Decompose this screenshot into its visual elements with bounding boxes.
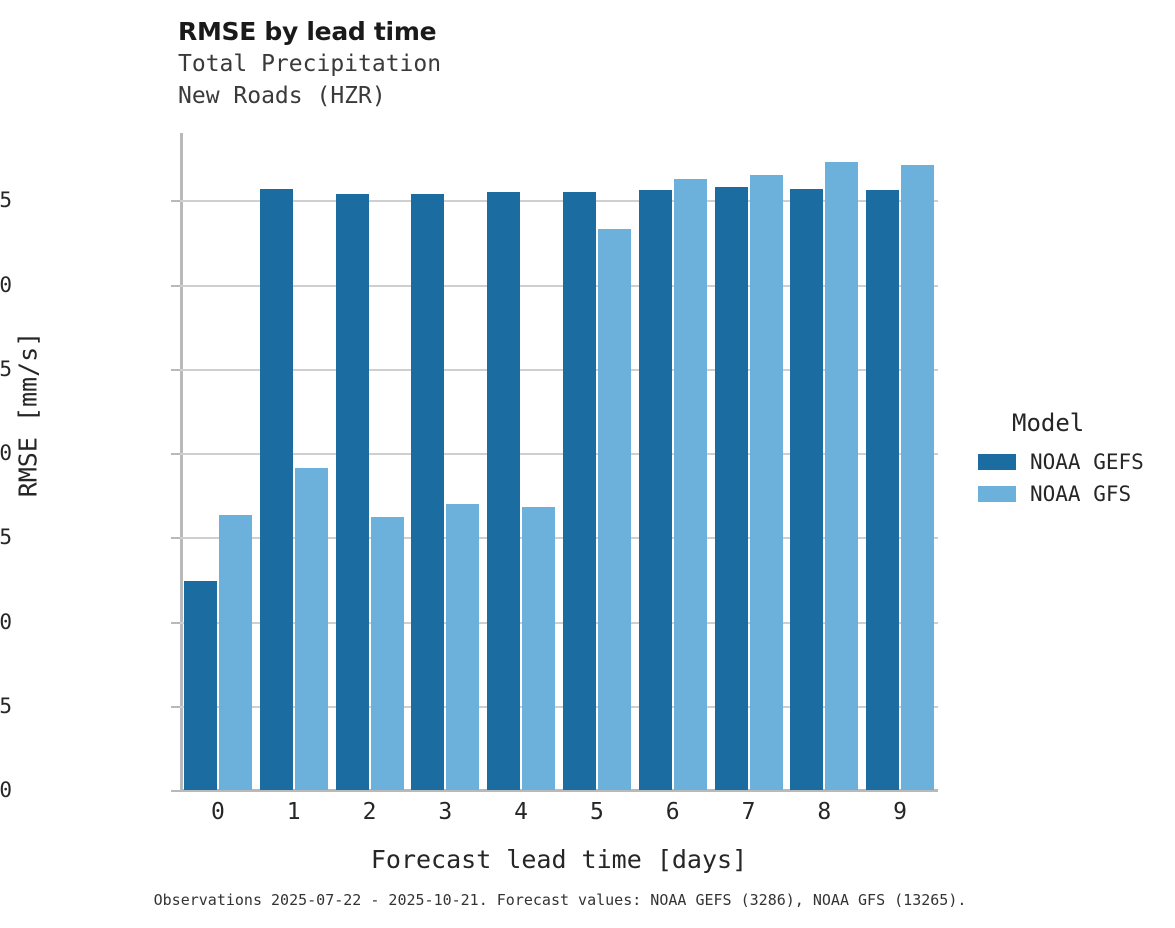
legend-swatch-icon-noaa-gfs <box>978 486 1016 502</box>
legend: Model NOAA GEFS NOAA GFS <box>978 408 1168 510</box>
footnote: Observations 2025-07-22 - 2025-10-21. Fo… <box>153 891 967 909</box>
bar-noaa-gfs-lead-6[interactable] <box>673 178 707 790</box>
gridline <box>180 200 938 203</box>
x-axis-spine <box>180 789 938 792</box>
x-tick-label: 2 <box>362 799 377 825</box>
bar-noaa-gefs-lead-0[interactable] <box>183 581 217 790</box>
y-tick-label: 0.00035 <box>0 188 12 213</box>
x-tick-label: 0 <box>210 799 225 825</box>
gridline <box>180 453 938 456</box>
bar-noaa-gefs-lead-4[interactable] <box>487 191 521 790</box>
bar-noaa-gefs-lead-8[interactable] <box>790 188 824 790</box>
legend-swatch-icon-noaa-gefs <box>978 454 1016 470</box>
bar-noaa-gefs-lead-2[interactable] <box>335 193 369 790</box>
y-tick-label: 0.00000 <box>0 778 12 802</box>
x-tick-label: 5 <box>589 799 604 825</box>
bar-noaa-gefs-lead-3[interactable] <box>411 193 445 790</box>
bar-noaa-gfs-lead-3[interactable] <box>446 503 480 790</box>
y-tick-mark <box>171 453 180 456</box>
bar-noaa-gfs-lead-2[interactable] <box>370 517 404 790</box>
gridline <box>180 368 938 371</box>
y-tick-label: 0.00010 <box>0 609 12 634</box>
y-tick-label: 0.00030 <box>0 272 12 297</box>
y-tick-label: 0.00020 <box>0 441 12 466</box>
bar-noaa-gfs-lead-1[interactable] <box>294 468 328 790</box>
bar-noaa-gefs-lead-1[interactable] <box>259 188 293 790</box>
plot-area: 0 1 2 3 4 5 6 7 8 9 <box>171 133 938 824</box>
legend-item-noaa-gfs[interactable]: NOAA GFS <box>978 478 1168 510</box>
y-tick-mark <box>171 537 180 540</box>
y-axis-label: RMSE [mm/s] <box>13 331 43 498</box>
x-tick-label: 1 <box>286 799 301 825</box>
legend-title: Model <box>1012 409 1085 437</box>
y-tick-mark <box>171 200 180 203</box>
y-tick-mark <box>171 705 180 708</box>
y-tick-label: 0.00005 <box>0 693 12 718</box>
bar-noaa-gfs-lead-9[interactable] <box>901 165 935 790</box>
y-tick-mark <box>171 368 180 371</box>
bar-noaa-gefs-lead-5[interactable] <box>562 191 596 790</box>
bar-noaa-gefs-lead-6[interactable] <box>638 190 672 790</box>
bar-noaa-gfs-lead-5[interactable] <box>597 229 631 790</box>
x-tick-label: 9 <box>893 799 908 825</box>
legend-label-noaa-gfs: NOAA GFS <box>1030 481 1132 506</box>
y-tick-label: 0.00025 <box>0 356 12 381</box>
x-tick-label: 3 <box>438 799 453 825</box>
bar-noaa-gefs-lead-7[interactable] <box>714 186 748 790</box>
x-tick-label: 4 <box>514 799 529 825</box>
x-tick-label: 6 <box>665 799 680 825</box>
bar-noaa-gfs-lead-7[interactable] <box>749 175 783 790</box>
bar-noaa-gfs-lead-4[interactable] <box>522 507 556 790</box>
y-tick-mark <box>171 790 180 792</box>
bar-noaa-gfs-lead-0[interactable] <box>218 515 252 790</box>
gridline <box>180 705 938 708</box>
title-block: RMSE by lead time Total Precipitation Ne… <box>178 16 938 112</box>
bar-noaa-gefs-lead-9[interactable] <box>866 190 900 790</box>
page-title: RMSE by lead time <box>178 17 437 46</box>
gridline <box>180 537 938 540</box>
bar-noaa-gfs-lead-8[interactable] <box>825 161 859 790</box>
chart-subtitle-location: New Roads (HZR) <box>178 83 386 109</box>
gridline <box>180 621 938 624</box>
x-tick-label: 7 <box>741 799 756 825</box>
y-tick-label: 0.00015 <box>0 525 12 550</box>
x-axis-label: Forecast lead time [days] <box>370 845 748 874</box>
x-tick-label: 8 <box>817 799 832 825</box>
y-axis-spine <box>180 133 183 792</box>
gridline <box>180 284 938 287</box>
chart-subtitle-variable: Total Precipitation <box>178 51 442 77</box>
y-tick-mark <box>171 621 180 624</box>
legend-item-noaa-gefs[interactable]: NOAA GEFS <box>978 446 1168 478</box>
legend-label-noaa-gefs: NOAA GEFS <box>1030 449 1144 474</box>
y-tick-mark <box>171 284 180 287</box>
